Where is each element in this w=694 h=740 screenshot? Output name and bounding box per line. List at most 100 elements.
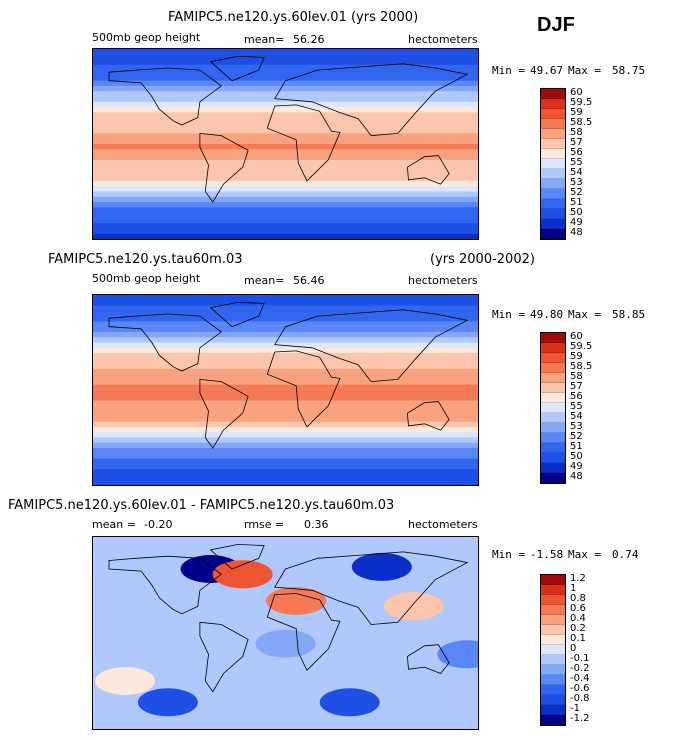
panel3-rmse-label: rmse = [244,518,285,531]
panel2-map [92,294,479,486]
colorbar-tick-label: -1 [570,703,580,714]
colorbar-tick-label: 51 [570,197,583,208]
map-band [93,70,478,76]
panel1-map [92,48,479,240]
colorbar-swatch [541,353,565,363]
panel2-min-label: Min = [492,308,526,321]
panel2-min-value: 49.80 [530,308,564,321]
map-band [93,64,478,71]
map-band [93,368,478,375]
colorbar-tick-label: 53 [570,177,583,188]
map-band [93,437,478,444]
anomaly-blob [95,667,156,695]
colorbar-swatch [541,605,565,615]
panel2-title-years: (yrs 2000-2002) [430,252,535,267]
colorbar-tick-label: -0.2 [570,663,590,674]
colorbar-swatch [541,99,565,109]
panel1-units: hectometers [408,33,478,46]
colorbar-swatch [541,473,565,483]
map-band [93,159,478,166]
colorbar-swatch [541,443,565,453]
colorbar-tick-label: 52 [570,431,583,442]
colorbar-swatch [541,393,565,403]
colorbar-swatch [541,373,565,383]
map-band [93,305,478,312]
map-band [93,458,478,465]
panel3-colorbar [540,574,566,726]
continent-outline [199,132,249,203]
map-band [93,316,478,322]
colorbar-swatch [541,343,565,353]
colorbar-swatch [541,209,565,219]
colorbar-swatch [541,715,565,725]
colorbar-tick-label: 0.6 [570,603,586,614]
colorbar-swatch [541,363,565,373]
map-band [93,331,478,338]
colorbar-tick-label: 59.5 [570,341,593,352]
map-band [93,379,478,386]
map-band [93,310,478,317]
map-band [93,326,478,333]
map-band [93,223,478,230]
map-band [93,75,478,82]
map-band [93,85,478,92]
colorbar-tick-label: 56 [570,391,583,402]
panel1-field: 500mb geop height [92,31,201,44]
map-band [93,175,478,182]
map-band [93,442,478,449]
colorbar-swatch [541,159,565,169]
map-band [93,405,478,412]
map-band [93,233,478,239]
colorbar-tick-label: 1.2 [570,573,586,584]
map-band [93,474,478,481]
panel3-max-value: 0.74 [612,548,639,561]
map-band [93,337,478,344]
continent-outline [108,313,222,372]
continent-outline [108,555,222,615]
panel3-map [92,536,479,730]
panel3-mean-value: -0.20 [144,518,173,531]
colorbar-tick-label: 1 [570,583,577,594]
map-band [93,107,478,113]
continent-outline [266,104,341,182]
map-band [93,196,478,203]
continent-outline [274,309,469,383]
panel1-mean-label: mean= [244,33,285,46]
anomaly-blob [266,587,327,615]
map-band [93,421,478,428]
panel3-map-field [93,537,478,729]
colorbar-swatch [541,149,565,159]
map-band [93,469,478,476]
continent-outline [266,350,341,428]
colorbar-swatch [541,615,565,625]
anomaly-blob [319,688,380,717]
colorbar-tick-label: 49 [570,217,583,228]
map-band [93,411,478,417]
colorbar-tick-label: 60 [570,331,583,342]
colorbar-swatch [541,139,565,149]
map-band [93,128,478,135]
panel2-mean-value: 56.46 [293,274,325,287]
colorbar-tick-label: 54 [570,167,583,178]
map-band [93,59,478,66]
map-band [93,353,478,359]
panel3-units: hectometers [408,518,478,531]
colorbar-swatch [541,129,565,139]
colorbar-tick-label: 0 [570,643,577,654]
map-band [93,80,478,87]
colorbar-swatch [541,433,565,443]
panel3-mean-label: mean = [92,518,136,531]
map-band [93,191,478,198]
map-band [93,426,478,433]
panel3-min-value: -1.58 [530,548,564,561]
colorbar-tick-label: 55 [570,157,583,168]
panel1-max-label: Max = [568,64,602,77]
map-band [93,138,478,145]
colorbar-swatch [541,229,565,239]
colorbar-tick-label: 53 [570,421,583,432]
map-band [93,432,478,439]
anomaly-blob [351,552,412,581]
panel1-mean-value: 56.26 [293,33,325,46]
continent-outline [209,544,265,570]
continent-outline [199,378,249,449]
